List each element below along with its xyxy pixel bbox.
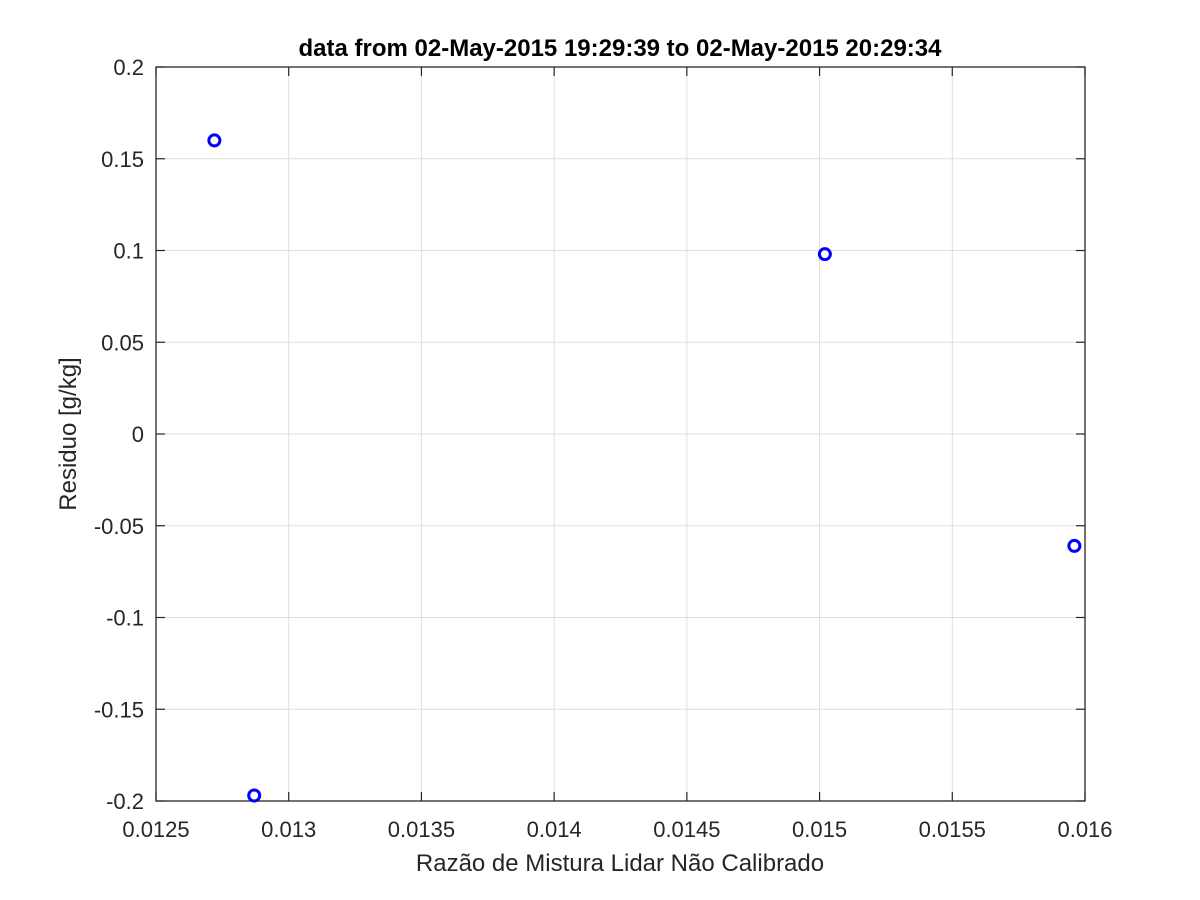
y-tick-label: 0.15	[101, 147, 144, 172]
y-tick-label: -0.05	[94, 514, 144, 539]
x-tick-label: 0.014	[527, 817, 582, 842]
y-tick-label: -0.15	[94, 697, 144, 722]
y-axis-label: Residuo [g/kg]	[55, 357, 82, 510]
data-point	[1067, 538, 1082, 553]
y-tick-label: 0.05	[101, 330, 144, 355]
y-tick-label: 0.2	[113, 55, 144, 80]
data-points	[207, 133, 1082, 803]
x-tick-label: 0.0135	[388, 817, 455, 842]
data-point	[207, 133, 222, 148]
x-tick-label: 0.0145	[653, 817, 720, 842]
y-axis-ticks: 0.2 0.15 0.1 0.05 0 -0.05 -0.1 -0.15 -0.2	[94, 55, 1085, 814]
y-tick-label: -0.1	[106, 606, 144, 631]
grid	[155, 66, 1086, 802]
x-tick-label: 0.016	[1057, 817, 1112, 842]
y-tick-label: 0.1	[113, 239, 144, 264]
data-point	[817, 247, 832, 262]
x-tick-label: 0.0155	[919, 817, 986, 842]
y-tick-label: -0.2	[106, 789, 144, 814]
x-tick-label: 0.0125	[122, 817, 189, 842]
x-tick-label: 0.015	[792, 817, 847, 842]
data-point	[247, 788, 262, 803]
x-axis-label: Razão de Mistura Lidar Não Calibrado	[416, 850, 824, 877]
chart-title: data from 02-May-2015 19:29:39 to 02-May…	[299, 35, 943, 62]
y-tick-label: 0	[132, 422, 144, 447]
x-axis-ticks: 0.0125 0.013 0.0135 0.014 0.0145 0.015 0.0155 0…	[122, 67, 1113, 842]
x-tick-label: 0.013	[261, 817, 316, 842]
